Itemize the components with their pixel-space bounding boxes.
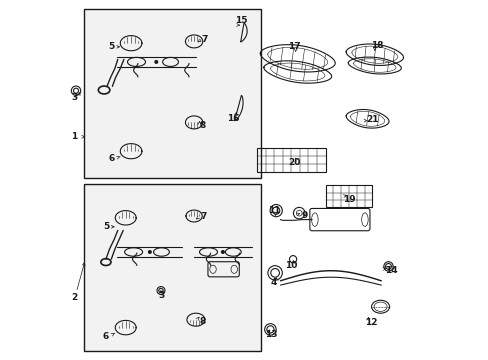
Bar: [257, 148, 325, 172]
Text: 21: 21: [366, 115, 378, 124]
Text: 5: 5: [102, 222, 109, 231]
Ellipse shape: [155, 60, 158, 63]
Text: 11: 11: [267, 206, 280, 215]
Text: 9: 9: [301, 211, 307, 220]
Text: 7: 7: [200, 212, 206, 221]
Text: 18: 18: [370, 40, 383, 49]
Text: 15: 15: [235, 16, 247, 25]
Text: 14: 14: [384, 266, 397, 275]
Text: 1: 1: [71, 132, 78, 141]
Text: 5: 5: [108, 42, 114, 51]
Text: 19: 19: [342, 195, 354, 204]
Ellipse shape: [148, 251, 151, 253]
Text: 8: 8: [200, 122, 206, 130]
Text: 3: 3: [71, 93, 78, 102]
Bar: [84, 9, 260, 178]
Text: 12: 12: [364, 318, 377, 327]
Text: 2: 2: [71, 292, 78, 302]
Text: 4: 4: [269, 278, 276, 287]
Text: 20: 20: [287, 158, 300, 167]
Ellipse shape: [221, 251, 224, 253]
Text: 8: 8: [200, 317, 206, 325]
Text: 17: 17: [287, 41, 300, 50]
Bar: [84, 184, 260, 351]
Text: 16: 16: [226, 113, 239, 122]
Text: 3: 3: [158, 292, 164, 300]
Text: 6: 6: [102, 332, 109, 341]
Text: 7: 7: [201, 35, 208, 44]
Text: 10: 10: [285, 261, 297, 270]
Text: 6: 6: [108, 154, 114, 163]
Bar: [325, 185, 371, 207]
Text: 13: 13: [264, 330, 277, 339]
